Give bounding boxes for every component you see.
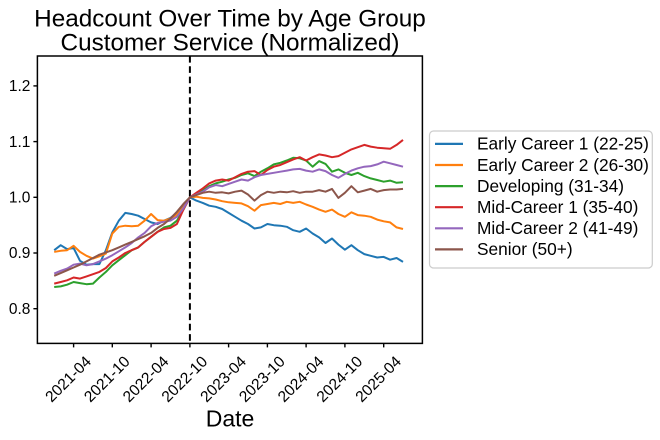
svg-text:Senior (50+): Senior (50+): [477, 239, 573, 259]
svg-text:Early Career 2 (26-30): Early Career 2 (26-30): [477, 155, 649, 175]
svg-text:1.1: 1.1: [9, 134, 31, 151]
svg-text:1.0: 1.0: [9, 190, 31, 207]
svg-text:Early Career 1 (22-25): Early Career 1 (22-25): [477, 134, 649, 154]
svg-text:Developing (31-34): Developing (31-34): [477, 176, 624, 196]
svg-text:Headcount Over Time by Age Gro: Headcount Over Time by Age Group: [34, 6, 426, 33]
svg-text:0.9: 0.9: [9, 245, 31, 262]
svg-text:1.2: 1.2: [9, 78, 31, 95]
svg-text:Date: Date: [206, 406, 255, 432]
svg-text:Customer Service (Normalized): Customer Service (Normalized): [61, 30, 400, 57]
svg-text:Mid-Career 1 (35-40): Mid-Career 1 (35-40): [477, 197, 638, 217]
svg-text:Mid-Career 2 (41-49): Mid-Career 2 (41-49): [477, 218, 638, 238]
svg-text:0.8: 0.8: [9, 301, 31, 318]
